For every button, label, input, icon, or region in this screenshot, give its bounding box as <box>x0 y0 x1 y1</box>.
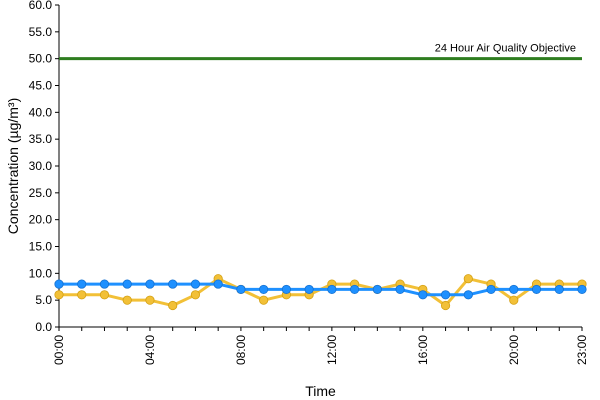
series-2-point <box>372 284 382 295</box>
x-tick-label: 20:00 <box>507 335 521 365</box>
series-2-point <box>350 284 360 295</box>
series-1-point <box>463 274 473 284</box>
x-tick-label: 23:00 <box>575 335 589 365</box>
series-2-point <box>122 279 132 289</box>
y-tick-label: 25.0 <box>29 186 53 200</box>
y-tick-label: 20.0 <box>29 213 53 227</box>
series-1-point <box>168 300 178 311</box>
series-2-point <box>418 290 428 300</box>
y-tick-label: 45.0 <box>29 79 53 93</box>
series-1-point <box>54 290 64 300</box>
y-tick-label: 35.0 <box>29 132 53 146</box>
series-2-point <box>577 284 587 295</box>
x-tick-label: 16:00 <box>416 335 430 365</box>
series-2-point <box>145 279 155 289</box>
y-tick-label: 50.0 <box>29 52 53 66</box>
y-tick-label: 30.0 <box>29 159 53 173</box>
y-tick-label: 40.0 <box>29 105 53 119</box>
y-tick-label: 55.0 <box>29 25 53 39</box>
reference-line-group: 24 Hour Air Quality Objective <box>59 43 582 61</box>
series-2-point <box>77 279 87 289</box>
y-tick-label: 10.0 <box>29 266 53 280</box>
x-axis-ticks: 00:00 04:00 08:00 12:00 16:00 20:00 23:00 <box>52 327 589 365</box>
series-1-point <box>440 300 451 311</box>
series-1-point <box>190 290 201 300</box>
series-2 <box>54 279 587 300</box>
series-1 <box>54 274 587 311</box>
series-2-point <box>486 284 496 295</box>
series-group <box>54 274 587 311</box>
series-1-point <box>122 295 132 305</box>
x-tick-label: 12:00 <box>325 335 339 365</box>
air-quality-objective-label: 24 Hour Air Quality Objective <box>435 43 576 55</box>
series-2-point <box>440 290 451 300</box>
series-2-point <box>509 284 519 295</box>
x-tick-label: 00:00 <box>52 335 66 365</box>
series-1-point <box>259 295 269 305</box>
series-2-point <box>395 284 405 295</box>
series-2-point <box>554 284 564 295</box>
y-tick-label: 0.0 <box>35 320 52 334</box>
series-2-point <box>190 279 201 289</box>
y-tick-label: 5.0 <box>35 293 52 307</box>
series-1-point <box>77 290 87 300</box>
y-tick-label: 60.0 <box>29 0 53 12</box>
y-axis-title: Concentration (µg/m³) <box>5 98 21 234</box>
y-axis-ticks: 0.0 5.0 10.0 15.0 20.0 25.0 30.0 35.0 40.0 45.0 50… <box>29 0 59 334</box>
x-tick-label: 04:00 <box>143 335 157 365</box>
series-2-point <box>281 284 291 295</box>
series-2-point <box>531 284 542 295</box>
series-2-point <box>327 284 337 295</box>
series-2-point <box>213 279 223 289</box>
x-tick-label: 08:00 <box>234 335 248 365</box>
x-axis-title: Time <box>305 383 336 399</box>
series-2-point <box>236 284 246 295</box>
series-2-point <box>54 279 64 289</box>
series-2-point <box>168 279 178 289</box>
series-2-point <box>99 279 110 289</box>
series-1-point <box>509 295 519 305</box>
series-2-point <box>259 284 269 295</box>
series-2-point <box>463 290 473 300</box>
series-1-point <box>99 290 110 300</box>
series-1-point <box>145 295 155 305</box>
series-2-point <box>304 284 314 295</box>
y-tick-label: 15.0 <box>29 240 53 254</box>
